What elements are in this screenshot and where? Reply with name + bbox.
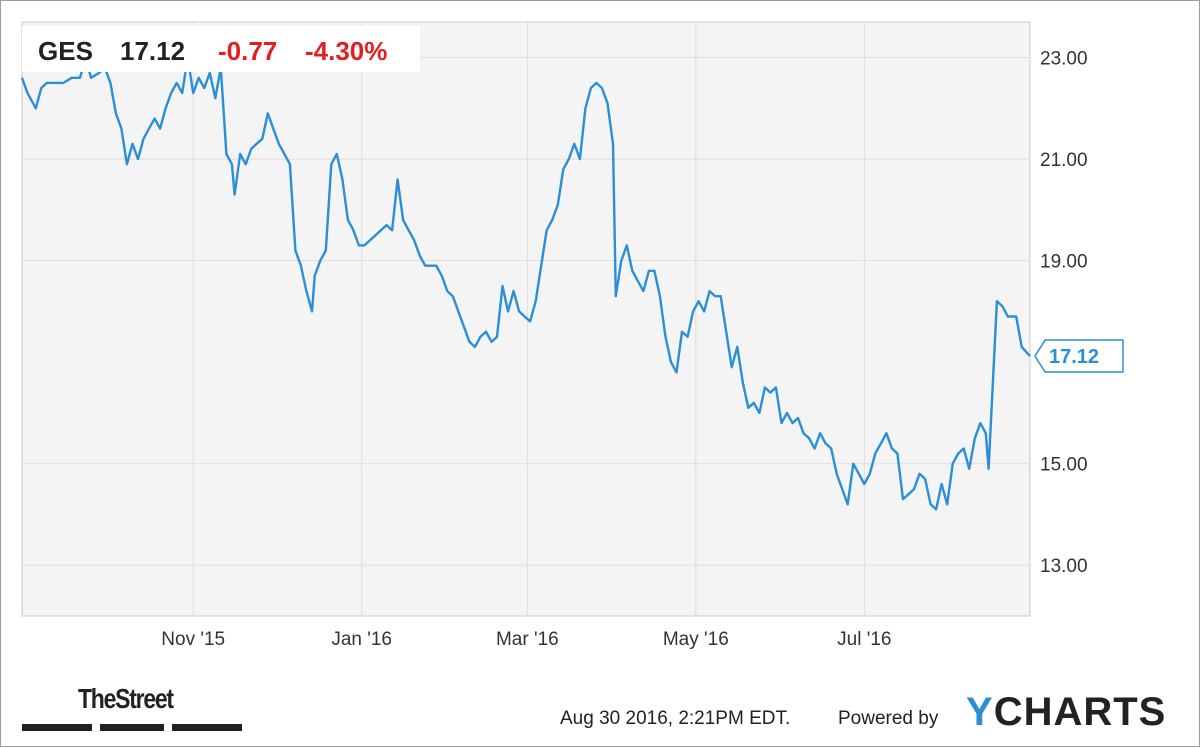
thestreet-logo-bar (172, 724, 242, 731)
last-value-text: 17.12 (1049, 346, 1099, 368)
header-box (22, 26, 420, 72)
grid-lines (22, 22, 1030, 616)
price-line (20, 56, 1031, 511)
y-tick-label: 23.00 (1040, 49, 1088, 70)
last-value-label: 17.12 (1034, 339, 1124, 373)
timestamp: Aug 30 2016, 2:21PM EDT. (560, 708, 791, 729)
thestreet-logo: TheStreet (78, 683, 174, 714)
price-change: -0.77 (218, 36, 277, 66)
y-tick-label: 15.00 (1040, 455, 1088, 476)
ycharts-logo[interactable]: YCHARTS (966, 690, 1166, 735)
ycharts-logo-rest: CHARTS (993, 690, 1167, 734)
price-change-percent: -4.30% (305, 36, 387, 66)
y-tick-label: 13.00 (1040, 556, 1088, 577)
current-price: 17.12 (120, 36, 185, 66)
x-tick-label: Jan '16 (331, 629, 392, 650)
x-tick-label: Jul '16 (837, 629, 891, 650)
x-tick-label: May '16 (663, 629, 729, 650)
y-tick-label: 19.00 (1040, 252, 1088, 273)
y-tick-label: 21.00 (1040, 150, 1088, 171)
thestreet-logo-bar (22, 724, 92, 731)
ycharts-logo-y: Y (966, 690, 994, 734)
x-tick-label: Mar '16 (496, 629, 559, 650)
y-axis-ticks: 23.00 21.00 19.00 15.00 13.00 (1040, 49, 1088, 578)
powered-by-text: Powered by (838, 708, 939, 729)
thestreet-logo-bar (100, 724, 164, 731)
x-tick-label: Nov '15 (161, 629, 225, 650)
ticker-symbol: GES (38, 36, 93, 66)
x-axis-ticks: Nov '15 Jan '16 Mar '16 May '16 Jul '16 (161, 629, 891, 650)
